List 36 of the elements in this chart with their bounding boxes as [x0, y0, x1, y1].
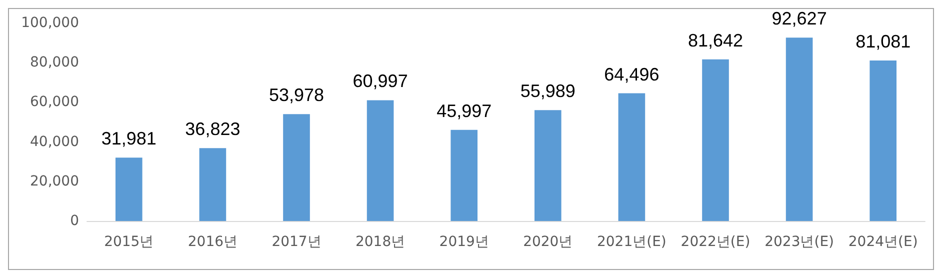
x-tick-label: 2020년 [523, 234, 573, 250]
y-tick-label: 60,000 [30, 94, 79, 110]
data-label: 81,642 [688, 30, 744, 50]
y-tick-label: 20,000 [30, 173, 79, 190]
y-tick-label: 100,000 [21, 15, 79, 31]
data-label: 45,997 [436, 100, 492, 121]
x-tick-label: 2022년(E) [680, 234, 750, 250]
x-tick-label: 2016년 [188, 234, 238, 250]
bar [115, 158, 142, 221]
x-tick-label: 2018년 [355, 234, 406, 250]
x-tick-label: 2024년(E) [848, 234, 918, 250]
data-label: 92,627 [772, 8, 827, 29]
bar [618, 93, 646, 221]
data-label: 64,496 [604, 64, 660, 84]
bar [786, 38, 813, 221]
data-label: 36,823 [185, 119, 240, 140]
bar [534, 110, 562, 221]
bar [450, 130, 478, 221]
x-tick-label: 2021년(E) [596, 234, 666, 250]
x-tick-label: 2015년 [104, 234, 154, 250]
data-label: 60,997 [352, 71, 408, 92]
x-tick-label: 2023년(E) [764, 234, 834, 250]
y-tick-label: 80,000 [30, 54, 79, 71]
bar [199, 148, 226, 221]
data-label: 81,081 [856, 31, 911, 52]
data-label: 31,981 [101, 128, 156, 149]
x-tick-label: 2017년 [272, 234, 322, 250]
bar [702, 59, 729, 221]
y-tick-label: 40,000 [30, 134, 79, 150]
data-label: 53,978 [268, 85, 324, 106]
bar [366, 100, 394, 221]
x-tick-label: 2019년 [439, 234, 489, 250]
y-tick-label: 0 [70, 213, 79, 229]
data-label: 55,989 [520, 81, 576, 102]
bar [870, 60, 897, 221]
bar [283, 114, 310, 221]
